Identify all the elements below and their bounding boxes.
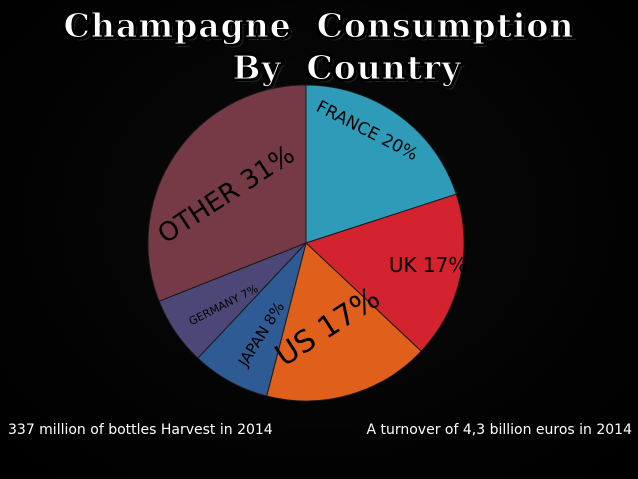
chart-title-line-1: Champagne Consumption xyxy=(63,6,575,46)
pie-slice-us xyxy=(266,242,422,402)
pie-slices xyxy=(147,84,465,402)
pie-slice-uk xyxy=(305,193,465,352)
pie-slice-other xyxy=(147,84,307,302)
pie-slice-france xyxy=(305,84,457,244)
chart-title-line-2: By Country xyxy=(232,48,462,88)
slice-label-uk: UK 17% xyxy=(389,253,468,277)
bottles-harvest-caption: 337 million of bottles Harvest in 2014 xyxy=(8,422,273,438)
turnover-caption: A turnover of 4,3 billion euros in 2014 xyxy=(366,422,632,438)
